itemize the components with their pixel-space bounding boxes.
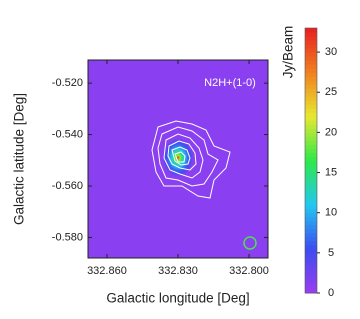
y-tick-label: -0.520 bbox=[52, 77, 83, 89]
colorbar-segment bbox=[305, 172, 317, 178]
colorbar-segment bbox=[305, 80, 317, 85]
colorbar-tick-label: 30 bbox=[325, 46, 337, 58]
contour bbox=[167, 140, 197, 171]
contour bbox=[151, 120, 231, 199]
colorbar-segment bbox=[305, 252, 317, 258]
colorbar-segment bbox=[305, 156, 317, 161]
y-axis-label: Galactic latitude [Deg] bbox=[12, 93, 27, 225]
colorbar-segment bbox=[305, 240, 317, 246]
colorbar-segment bbox=[305, 52, 317, 57]
colorbar-tick-label: 25 bbox=[325, 86, 337, 98]
colorbar-segment bbox=[305, 88, 317, 93]
contour bbox=[163, 133, 204, 179]
colorbar-segment bbox=[305, 136, 317, 141]
colorbar-segment bbox=[305, 124, 317, 129]
colorbar-label: Jy/Beam bbox=[281, 26, 296, 79]
colorbar-segment bbox=[305, 28, 317, 33]
colorbar-segment bbox=[305, 216, 317, 222]
colorbar-segment bbox=[305, 148, 317, 153]
colorbar-segment bbox=[305, 276, 317, 282]
colorbar-segment bbox=[305, 256, 317, 262]
colorbar-frame bbox=[304, 27, 318, 294]
colorbar-segment bbox=[305, 232, 317, 238]
colorbar-segment bbox=[305, 272, 317, 278]
colorbar-segment bbox=[305, 152, 317, 157]
contour bbox=[171, 146, 191, 166]
x-tick-label: 332.800 bbox=[229, 265, 269, 277]
colorbar-segment bbox=[305, 92, 317, 97]
colorbar-segment bbox=[305, 32, 317, 37]
x-tick-label: 332.860 bbox=[87, 265, 127, 277]
colorbar-segment bbox=[305, 244, 317, 250]
x-axis-label: Galactic longitude [Deg] bbox=[106, 291, 249, 306]
colorbar-segment bbox=[305, 248, 317, 254]
plot-area bbox=[88, 60, 268, 258]
colorbar-segment bbox=[305, 184, 317, 190]
annotation: N2H+(1-0) bbox=[204, 77, 256, 89]
beam bbox=[243, 236, 257, 250]
colorbar-segment bbox=[305, 176, 317, 182]
colorbar-segment bbox=[305, 204, 317, 210]
colorbar-segment bbox=[305, 68, 317, 73]
colorbar-segment bbox=[305, 40, 317, 45]
emission-peak bbox=[162, 137, 194, 178]
colorbar-segment bbox=[305, 140, 317, 145]
y-tick-label: -0.580 bbox=[52, 231, 83, 243]
colorbar-segment bbox=[305, 196, 317, 202]
colorbar-segment bbox=[305, 168, 317, 174]
colorbar-segment bbox=[305, 112, 317, 117]
colorbar-tick-label: 15 bbox=[325, 166, 337, 178]
colorbar-segment bbox=[305, 268, 317, 274]
colorbar-segment bbox=[305, 120, 317, 125]
colorbar-tick-label: 0 bbox=[328, 287, 334, 299]
colorbar-tick-label: 20 bbox=[325, 126, 337, 138]
colorbar-segment bbox=[305, 288, 317, 294]
colorbar-segment bbox=[305, 128, 317, 133]
colorbar-segment bbox=[305, 200, 317, 206]
colorbar-segment bbox=[305, 264, 317, 270]
y-tick-label: -0.540 bbox=[52, 128, 83, 140]
contour bbox=[157, 126, 219, 187]
colorbar-segment bbox=[305, 132, 317, 137]
colorbar-segment bbox=[305, 96, 317, 101]
colorbar-segment bbox=[305, 192, 317, 198]
colorbar-segment bbox=[305, 60, 317, 65]
y-tick-label: -0.560 bbox=[52, 180, 83, 192]
colorbar-segment bbox=[305, 108, 317, 113]
colorbar-segment bbox=[305, 44, 317, 49]
colorbar-segment bbox=[305, 48, 317, 53]
colorbar-segment bbox=[305, 116, 317, 121]
colorbar-segment bbox=[305, 212, 317, 218]
colorbar-segment bbox=[305, 180, 317, 186]
colorbar-segment bbox=[305, 64, 317, 69]
colorbar-segment bbox=[305, 188, 317, 194]
colorbar-tick-label: 10 bbox=[325, 207, 337, 219]
colorbar-segment bbox=[305, 100, 317, 105]
colorbar-segment bbox=[305, 228, 317, 234]
x-tick-label: 332.830 bbox=[158, 265, 198, 277]
colorbar-segment bbox=[305, 56, 317, 61]
colorbar-tick-label: 5 bbox=[328, 247, 334, 259]
colorbar-segment bbox=[305, 284, 317, 290]
colorbar-segment bbox=[305, 164, 317, 170]
colorbar-segment bbox=[305, 208, 317, 214]
colorbar-segment bbox=[305, 104, 317, 109]
colorbar-segment bbox=[305, 224, 317, 230]
colorbar-segment bbox=[305, 236, 317, 242]
colorbar-segment bbox=[305, 260, 317, 266]
colorbar-segment bbox=[305, 280, 317, 286]
colorbar-segment bbox=[305, 160, 317, 166]
colorbar-segment bbox=[305, 36, 317, 41]
colorbar-segment bbox=[305, 220, 317, 226]
colorbar-segment bbox=[305, 144, 317, 149]
contour bbox=[174, 151, 186, 163]
colorbar-segment bbox=[305, 84, 317, 89]
colorbar-segment bbox=[305, 76, 317, 81]
colorbar-segment bbox=[305, 72, 317, 77]
